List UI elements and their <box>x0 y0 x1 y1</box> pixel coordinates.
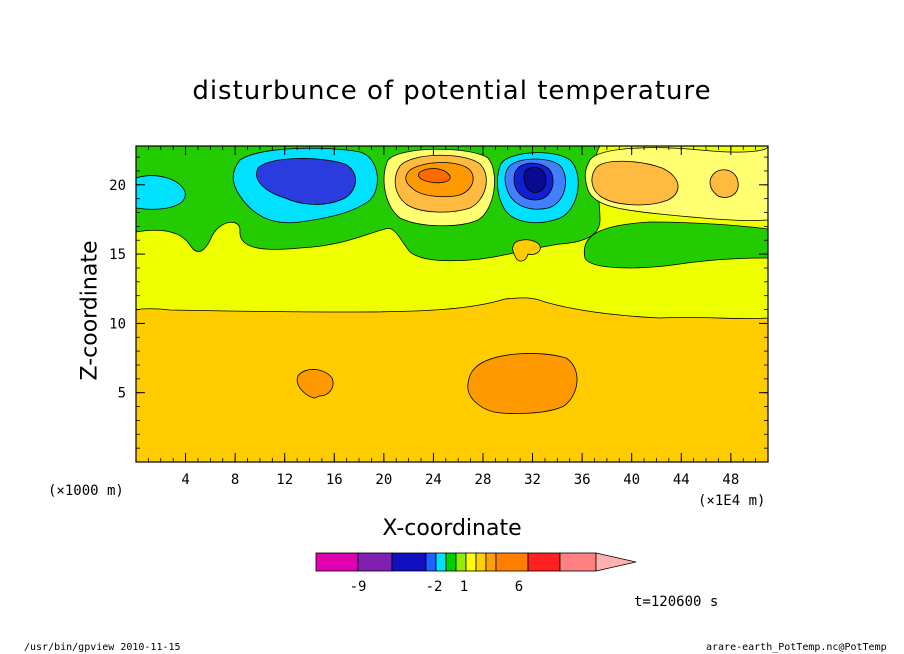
contour-cyan-left <box>136 175 186 210</box>
contour-orange-small <box>709 169 739 198</box>
colorbar-arrow <box>595 552 637 572</box>
colorbar-label: 1 <box>460 579 468 595</box>
contour-blue-top <box>256 158 356 205</box>
y-axis-label: Z-coordinate <box>77 240 103 381</box>
contour-orange-right <box>591 160 679 206</box>
colorbar-segment <box>485 552 497 572</box>
colorbar-segment <box>391 552 427 572</box>
x-unit-right: (×1E4 m) <box>698 493 766 509</box>
x-tick-label: 20 <box>375 472 392 488</box>
x-tick-label: 28 <box>475 472 492 488</box>
colorbar-label: -2 <box>426 579 443 595</box>
colorbar-segment <box>495 552 529 572</box>
contour-navy-core <box>523 166 547 193</box>
y-tick-label: 5 <box>118 386 126 402</box>
contour-small-blob <box>512 239 541 262</box>
x-tick-label: 4 <box>181 472 189 488</box>
colorbar-segment <box>315 552 359 572</box>
colorbar-segment <box>445 552 457 572</box>
x-tick-label: 36 <box>574 472 591 488</box>
colorbar-segment <box>425 552 437 572</box>
colorbar-segment <box>527 552 561 572</box>
contour-red-core <box>418 168 451 184</box>
time-label: t=120600 s <box>634 594 719 610</box>
x-tick-label: 16 <box>326 472 343 488</box>
chart-title: disturbunce of potential temperature <box>192 76 712 106</box>
plot-frame <box>135 145 769 463</box>
colorbar-segment <box>475 552 487 572</box>
contour-fill <box>136 146 768 462</box>
colorbar-label: -9 <box>350 579 367 595</box>
y-tick-label: 20 <box>109 178 126 194</box>
x-unit-left: (×1000 m) <box>48 483 124 499</box>
colorbar-segment <box>435 552 447 572</box>
x-tick-label: 40 <box>623 472 640 488</box>
x-tick-label: 8 <box>231 472 239 488</box>
footer-right: arare-earth_PotTemp.nc@PotTemp <box>706 642 887 653</box>
footer-left: /usr/bin/gpview 2010-11-15 <box>24 642 181 653</box>
x-axis-label: X-coordinate <box>382 516 522 541</box>
y-tick-label: 15 <box>109 247 126 263</box>
y-tick-label: 10 <box>109 316 126 332</box>
colorbar-segment <box>559 552 597 572</box>
colorbar: -9 -2 1 6 <box>315 552 637 595</box>
x-tick-label: 44 <box>673 472 690 488</box>
x-tick-label: 24 <box>425 472 442 488</box>
x-tick-label: 32 <box>524 472 541 488</box>
contour-lower-orange-center <box>467 353 578 414</box>
colorbar-segment <box>465 552 477 572</box>
colorbar-segment <box>357 552 393 572</box>
x-tick-label: 12 <box>276 472 293 488</box>
x-tick-label: 48 <box>722 472 739 488</box>
colorbar-label: 6 <box>515 579 523 595</box>
contour-lower-orange-left <box>296 369 334 399</box>
colorbar-segment <box>455 552 467 572</box>
